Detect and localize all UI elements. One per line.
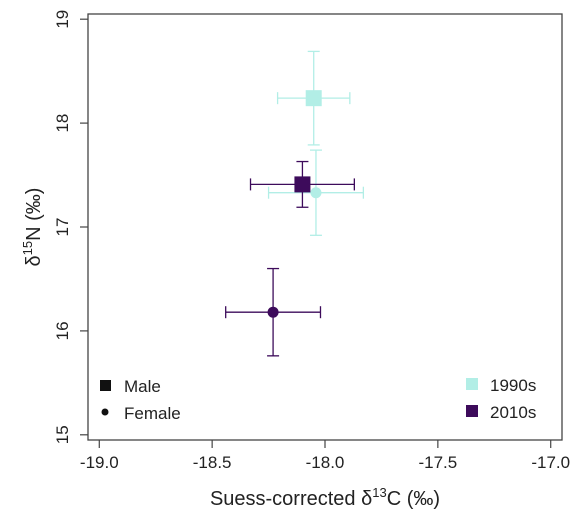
x-tick-label: -18.0 — [306, 453, 345, 472]
legend-female-label: Female — [124, 404, 181, 423]
data-point-1990s-male — [276, 50, 351, 146]
y-tick-label: 15 — [53, 425, 72, 444]
x-tick-label: -18.5 — [193, 453, 232, 472]
data-point-2010s-female — [225, 267, 322, 357]
male-square-marker — [294, 176, 311, 193]
y-tick-label: 16 — [53, 321, 72, 340]
x-tick-label: -17.5 — [418, 453, 457, 472]
legend-male-label: Male — [124, 377, 161, 396]
x-axis: -19.0 -18.5 -18.0 -17.5 -17.0 — [80, 440, 570, 472]
legend-male-square — [100, 380, 111, 391]
data-point-1990s-female — [267, 149, 365, 236]
legend-1990s-swatch — [466, 378, 478, 390]
data-layer — [225, 50, 365, 357]
legend-2010s-swatch — [466, 405, 478, 417]
x-tick-label: -19.0 — [80, 453, 119, 472]
y-axis-title: δ15N (‰) — [20, 188, 45, 267]
female-circle-marker — [310, 187, 322, 199]
legend: Male Female 1990s 2010s — [100, 376, 536, 423]
y-axis: 15 16 17 18 19 — [53, 10, 88, 444]
legend-1990s-label: 1990s — [490, 376, 536, 395]
y-tick-label: 18 — [53, 114, 72, 133]
x-tick-label: -17.0 — [531, 453, 570, 472]
legend-female-circle — [101, 408, 109, 416]
female-circle-marker — [267, 306, 279, 318]
y-tick-label: 19 — [53, 10, 72, 29]
y-tick-label: 17 — [53, 218, 72, 237]
male-square-marker — [305, 90, 322, 107]
x-axis-title: Suess-corrected δ13C (‰) — [210, 485, 440, 510]
data-point-2010s-male — [249, 160, 355, 208]
legend-2010s-label: 2010s — [490, 403, 536, 422]
